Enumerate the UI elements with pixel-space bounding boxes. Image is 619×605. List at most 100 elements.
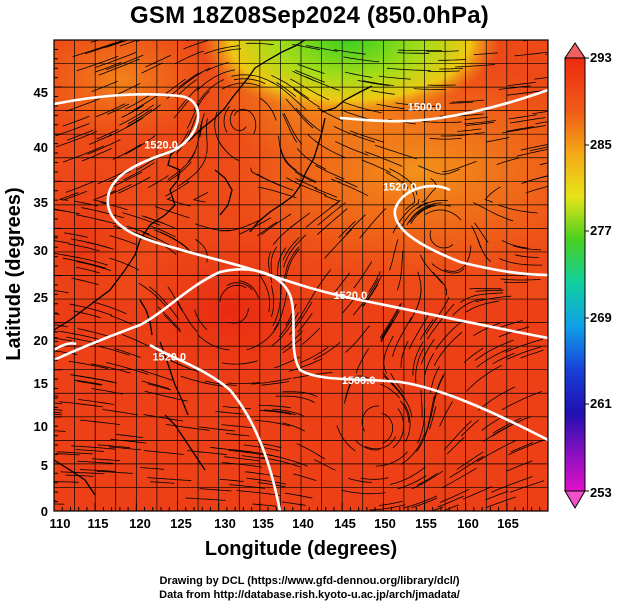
- streamline: [62, 115, 90, 127]
- streamline: [271, 312, 299, 347]
- streamline: [119, 40, 139, 47]
- streamline: [113, 171, 143, 187]
- streamline: [55, 453, 80, 456]
- colorbar-bottom-arrow: [564, 490, 586, 509]
- streamline: [402, 495, 437, 509]
- streamline: [196, 69, 235, 91]
- streamline: [441, 467, 477, 489]
- streamline: [510, 442, 534, 453]
- streamline: [59, 401, 103, 408]
- streamline: [283, 113, 303, 145]
- streamline: [81, 207, 125, 219]
- streamline: [144, 390, 188, 402]
- streamline: [98, 58, 140, 76]
- streamline: [344, 376, 354, 404]
- streamline: [258, 274, 271, 313]
- streamline: [251, 378, 292, 385]
- streamline: [76, 256, 109, 266]
- streamline: [96, 470, 133, 474]
- streamline: [451, 99, 484, 103]
- streamline: [54, 430, 66, 432]
- streamline: [297, 64, 325, 74]
- streamline: [338, 220, 356, 239]
- streamline: [464, 116, 489, 120]
- streamline: [246, 477, 287, 485]
- streamline: [300, 346, 329, 364]
- streamline: [194, 40, 196, 41]
- streamline: [119, 104, 154, 126]
- streamline: [380, 319, 394, 341]
- streamline: [91, 363, 131, 374]
- streamline: [108, 446, 141, 451]
- streamline: [225, 433, 250, 437]
- streamline: [141, 62, 164, 74]
- streamline: [284, 492, 313, 499]
- streamline: [439, 401, 453, 427]
- streamline: [80, 419, 121, 425]
- streamline: [67, 243, 100, 252]
- streamline: [411, 470, 444, 490]
- streamline: [100, 202, 128, 211]
- x-tick-label: 155: [415, 516, 437, 531]
- streamline: [174, 79, 197, 98]
- streamline: [344, 71, 373, 78]
- streamline: [227, 382, 260, 384]
- streamline: [429, 230, 454, 249]
- streamline: [473, 52, 498, 56]
- streamline: [71, 445, 116, 450]
- streamline: [354, 439, 381, 451]
- streamline: [397, 52, 430, 54]
- streamline: [271, 81, 307, 110]
- streamline: [66, 129, 94, 141]
- y-tick-label: 35: [33, 195, 48, 210]
- streamline: [509, 480, 545, 493]
- streamline: [222, 462, 262, 468]
- streamline: [124, 95, 150, 110]
- streamline: [409, 204, 432, 223]
- streamline: [477, 386, 516, 411]
- streamline: [246, 322, 280, 351]
- streamline: [506, 89, 547, 96]
- streamline: [62, 257, 106, 269]
- streamline: [413, 88, 446, 90]
- streamline: [54, 208, 69, 212]
- streamline: [54, 411, 62, 414]
- streamline: [362, 283, 379, 308]
- streamline: [271, 285, 274, 317]
- streamline: [313, 341, 341, 361]
- streamline: [87, 139, 121, 155]
- streamline: [462, 486, 493, 500]
- streamline: [107, 103, 130, 115]
- streamline: [499, 258, 543, 266]
- streamline: [539, 162, 548, 166]
- streamline: [506, 126, 535, 132]
- streamline: [477, 440, 517, 462]
- streamline: [177, 301, 198, 333]
- streamline: [464, 120, 496, 125]
- streamline: [238, 280, 259, 299]
- streamline: [506, 346, 541, 360]
- streamline: [54, 252, 78, 258]
- streamline: [293, 473, 317, 481]
- streamline: [224, 456, 261, 462]
- streamline: [437, 495, 464, 508]
- streamline: [465, 300, 500, 313]
- streamline: [281, 391, 318, 398]
- streamline: [443, 420, 472, 451]
- streamline: [54, 236, 56, 238]
- streamline: [400, 340, 409, 368]
- streamline: [97, 170, 127, 185]
- streamline: [293, 288, 318, 327]
- streamline: [403, 403, 411, 442]
- y-tick-label: 0: [40, 504, 48, 519]
- streamline: [352, 278, 379, 316]
- streamline: [109, 235, 137, 245]
- streamline: [371, 90, 395, 95]
- streamline: [261, 381, 290, 386]
- y-tick-label: 40: [33, 140, 48, 155]
- streamline: [421, 121, 462, 123]
- x-tick-label: 145: [334, 516, 356, 531]
- streamline: [392, 316, 412, 357]
- streamline: [441, 504, 459, 511]
- streamline: [124, 135, 156, 155]
